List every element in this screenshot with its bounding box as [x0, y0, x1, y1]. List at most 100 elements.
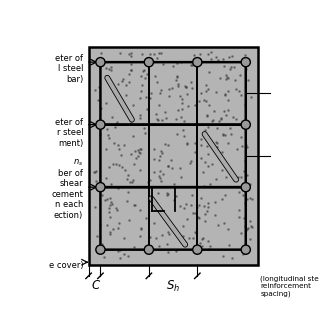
Point: [119, 78, 124, 84]
Point: [97, 223, 102, 228]
Point: [99, 105, 104, 110]
Point: [217, 76, 222, 81]
Point: [159, 150, 164, 156]
Point: [144, 106, 149, 111]
Point: [205, 151, 211, 156]
Circle shape: [97, 59, 104, 65]
Point: [226, 89, 231, 94]
Point: [198, 142, 203, 148]
Point: [128, 180, 133, 185]
Point: [96, 85, 101, 90]
Point: [199, 136, 204, 141]
Point: [110, 114, 115, 119]
Point: [237, 214, 242, 220]
Point: [162, 141, 167, 147]
Point: [229, 54, 234, 59]
Point: [238, 135, 244, 140]
Point: [240, 251, 245, 256]
Point: [238, 230, 244, 236]
Point: [228, 67, 233, 72]
Point: [178, 59, 183, 64]
Point: [213, 146, 218, 151]
Point: [220, 56, 226, 61]
Point: [191, 53, 196, 58]
Point: [155, 80, 160, 85]
Point: [108, 64, 114, 69]
Point: [157, 175, 162, 180]
Point: [92, 169, 97, 174]
Point: [130, 102, 135, 108]
Point: [137, 113, 142, 118]
Point: [122, 167, 127, 172]
Point: [124, 92, 129, 97]
Point: [184, 84, 189, 90]
Point: [248, 218, 253, 223]
Point: [110, 161, 116, 166]
Point: [142, 130, 148, 135]
Circle shape: [243, 184, 249, 190]
Point: [165, 164, 170, 169]
Point: [130, 133, 135, 138]
Point: [117, 221, 122, 226]
Point: [156, 102, 161, 108]
Point: [192, 229, 197, 235]
Point: [165, 191, 170, 196]
Point: [172, 229, 177, 234]
Point: [126, 71, 132, 76]
Text: $C$: $C$: [91, 278, 101, 292]
Point: [212, 109, 217, 114]
Point: [172, 198, 177, 203]
Point: [109, 84, 114, 89]
Point: [216, 119, 221, 124]
Point: [208, 181, 213, 187]
Point: [159, 117, 164, 122]
Point: [126, 52, 131, 57]
Point: [222, 132, 228, 138]
Bar: [89, 47, 258, 265]
Point: [198, 156, 203, 161]
Point: [116, 226, 121, 231]
Point: [181, 205, 187, 211]
Point: [240, 144, 245, 149]
Point: [133, 156, 138, 161]
Point: [184, 91, 189, 96]
Point: [106, 165, 111, 170]
Circle shape: [96, 182, 105, 192]
Point: [186, 103, 191, 108]
Point: [151, 156, 156, 161]
Point: [109, 181, 114, 187]
Point: [105, 222, 110, 227]
Point: [109, 199, 114, 204]
Point: [138, 233, 143, 238]
Point: [188, 161, 193, 166]
Point: [148, 234, 153, 239]
Circle shape: [193, 58, 202, 67]
Point: [99, 192, 104, 197]
Point: [116, 162, 122, 167]
Point: [221, 64, 227, 69]
Point: [194, 60, 199, 65]
Point: [185, 141, 190, 146]
Point: [218, 116, 223, 121]
Point: [98, 50, 103, 55]
Point: [94, 179, 99, 184]
Point: [158, 169, 163, 174]
Point: [188, 159, 193, 164]
Point: [201, 169, 206, 174]
Point: [159, 179, 164, 184]
Point: [203, 99, 208, 104]
Point: [149, 195, 154, 200]
Point: [205, 86, 211, 91]
Point: [193, 102, 198, 107]
Point: [178, 165, 183, 171]
Point: [158, 50, 164, 55]
Point: [244, 142, 249, 147]
Point: [165, 193, 170, 198]
Circle shape: [241, 58, 250, 67]
Point: [220, 131, 225, 136]
Point: [213, 144, 218, 149]
Point: [156, 174, 162, 179]
Point: [125, 254, 130, 259]
Circle shape: [97, 246, 104, 253]
Point: [175, 83, 180, 88]
